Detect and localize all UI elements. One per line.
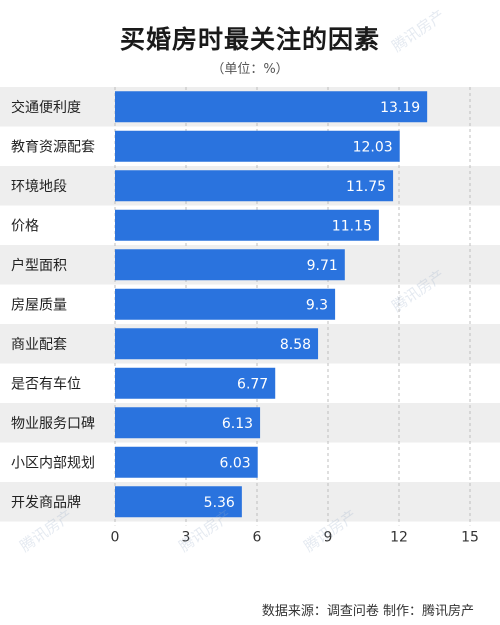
category-label: 交通便利度 <box>11 99 81 116</box>
bar <box>115 209 379 241</box>
bar <box>115 407 261 439</box>
value-label: 12.03 <box>353 139 393 155</box>
bar <box>115 249 345 281</box>
category-label: 是否有车位 <box>11 375 81 392</box>
value-label: 9.71 <box>307 258 338 274</box>
value-label: 9.3 <box>306 297 328 313</box>
value-label: 6.13 <box>222 416 253 432</box>
value-label: 5.36 <box>204 495 235 511</box>
chart-title: 买婚房时最关注的因素 <box>119 25 380 54</box>
x-tick-label: 6 <box>253 530 262 546</box>
bar-chart: 交通便利度 13.19 教育资源配套 12.03 环境地段 11.75 价格 11.15 户型面… <box>0 87 500 546</box>
bar <box>115 91 428 123</box>
x-tick-label: 15 <box>461 530 479 546</box>
category-label: 小区内部规划 <box>11 455 95 471</box>
bar <box>115 328 319 360</box>
bar <box>115 367 276 399</box>
category-label: 商业配套 <box>11 337 67 353</box>
x-tick-label: 12 <box>390 530 408 546</box>
chart-unit: （单位：%） <box>211 62 289 77</box>
category-label: 价格 <box>11 218 39 234</box>
value-label: 11.75 <box>346 179 386 195</box>
category-label: 开发商品牌 <box>11 494 81 511</box>
category-label: 环境地段 <box>11 179 67 195</box>
value-label: 6.77 <box>237 376 268 392</box>
category-label: 教育资源配套 <box>11 139 95 155</box>
category-label: 房屋质量 <box>11 297 67 313</box>
row-background <box>0 482 500 522</box>
x-tick-label: 0 <box>111 530 120 546</box>
category-label: 物业服务口碑 <box>11 416 95 432</box>
data-source-credit: 数据来源：调查问卷 制作：腾讯房产 <box>261 604 474 619</box>
bar <box>115 170 394 202</box>
bar <box>115 486 242 518</box>
bar <box>115 288 336 320</box>
value-label: 8.58 <box>280 337 311 353</box>
x-tick-label: 9 <box>324 530 333 546</box>
bar <box>115 446 258 478</box>
bar <box>115 130 400 162</box>
x-tick-label: 3 <box>182 530 191 546</box>
value-label: 13.19 <box>380 100 420 116</box>
category-label: 户型面积 <box>11 257 67 274</box>
value-label: 11.15 <box>332 218 372 234</box>
value-label: 6.03 <box>220 455 251 471</box>
